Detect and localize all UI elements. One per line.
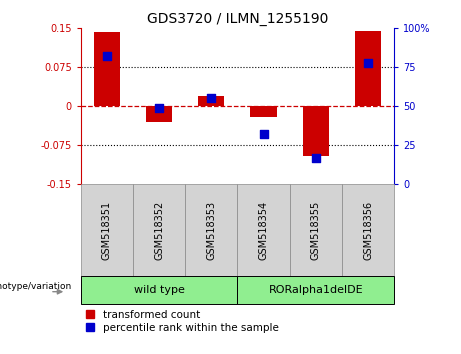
Text: GSM518353: GSM518353	[206, 200, 216, 260]
Bar	[237, 184, 290, 276]
Bar	[133, 184, 185, 276]
Bar	[185, 184, 237, 276]
Point	[207, 96, 215, 101]
Point	[364, 60, 372, 65]
Text: GSM518351: GSM518351	[102, 200, 112, 260]
Bar	[146, 106, 172, 122]
Bar	[198, 96, 225, 106]
Text: GSM518355: GSM518355	[311, 200, 321, 260]
Text: GSM518356: GSM518356	[363, 200, 373, 260]
Point	[103, 53, 111, 59]
Title: GDS3720 / ILMN_1255190: GDS3720 / ILMN_1255190	[147, 12, 328, 26]
Bar	[355, 31, 381, 106]
Bar	[250, 106, 277, 116]
Text: genotype/variation: genotype/variation	[0, 281, 71, 291]
Legend: transformed count, percentile rank within the sample: transformed count, percentile rank withi…	[86, 310, 278, 333]
Bar	[290, 184, 342, 276]
Point	[312, 155, 319, 160]
Bar	[342, 184, 394, 276]
Text: wild type: wild type	[134, 285, 184, 295]
Text: GSM518352: GSM518352	[154, 200, 164, 260]
Text: GSM518354: GSM518354	[259, 200, 269, 260]
Bar	[94, 32, 120, 106]
Text: RORalpha1delDE: RORalpha1delDE	[268, 285, 363, 295]
Bar	[81, 276, 237, 304]
Bar	[303, 106, 329, 155]
Bar	[237, 276, 394, 304]
Point	[260, 131, 267, 137]
Bar	[81, 184, 133, 276]
Point	[155, 105, 163, 110]
